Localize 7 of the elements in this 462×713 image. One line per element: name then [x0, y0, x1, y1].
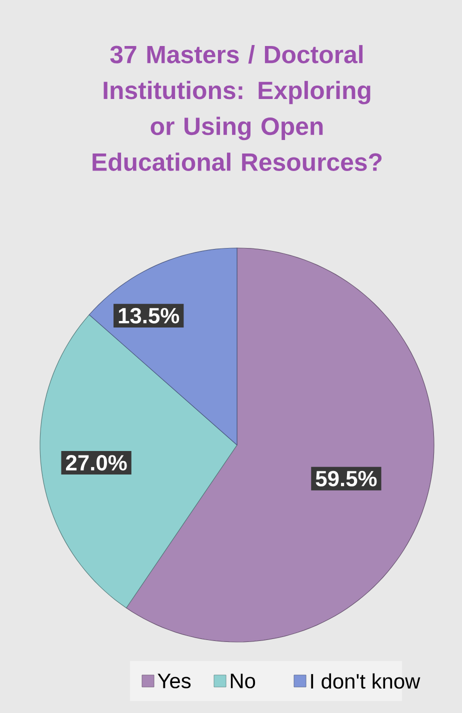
data-label: 13.5% [118, 308, 180, 324]
legend-label: No [230, 674, 256, 688]
legend-label: Yes [158, 674, 191, 688]
chart-title: 37 Masters / Doctoral Institutions: Exploring or Using Open Educational Resources? [92, 45, 382, 171]
data-label: 27.0% [66, 455, 127, 471]
legend-label: I don't know [311, 673, 420, 689]
data-label: 59.5% [316, 470, 377, 486]
